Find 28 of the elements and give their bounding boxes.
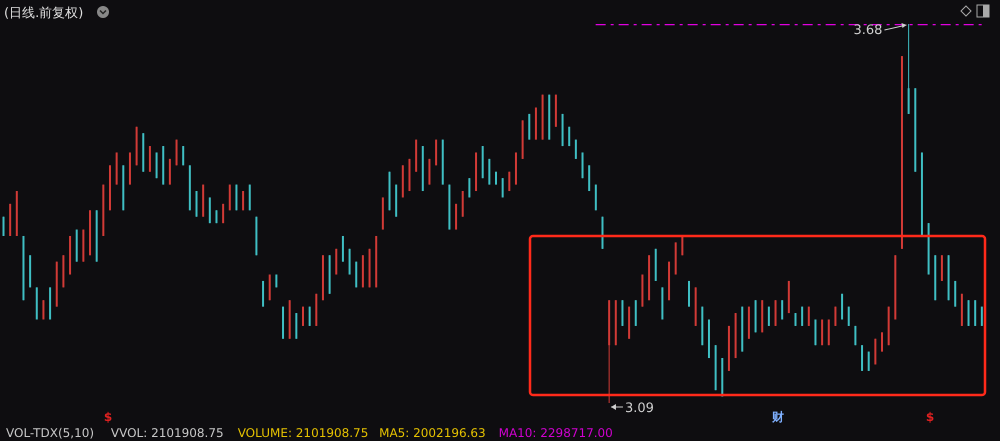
chart-title: (日线.前复权) bbox=[4, 6, 84, 21]
candlestick bbox=[801, 306, 804, 326]
candlestick bbox=[42, 300, 44, 320]
candlestick bbox=[468, 178, 470, 198]
text: $ bbox=[104, 410, 112, 424]
candlestick bbox=[308, 306, 311, 326]
candlestick bbox=[242, 190, 244, 211]
text: VVOL: 2101908.75 bbox=[110, 426, 224, 440]
candlestick bbox=[182, 146, 184, 166]
candlestick bbox=[502, 178, 504, 198]
annotation: 3.09 bbox=[624, 401, 654, 416]
candlestick bbox=[834, 306, 836, 326]
candlestick bbox=[574, 139, 577, 160]
candlestick bbox=[768, 306, 770, 326]
candlestick bbox=[868, 351, 870, 372]
candlestick bbox=[848, 306, 850, 326]
candlestick bbox=[980, 306, 983, 326]
text: 财 bbox=[771, 410, 784, 424]
text: $ bbox=[926, 410, 934, 424]
candlestick bbox=[508, 171, 510, 192]
text: VOL-TDX(5,10) bbox=[6, 426, 94, 440]
candlestick bbox=[808, 306, 810, 326]
text: MA5: 2002196.63 bbox=[379, 426, 486, 440]
text: MA10: 2298717.00 bbox=[498, 426, 613, 440]
annotation: 3.68 bbox=[854, 23, 882, 38]
candlestick bbox=[275, 274, 278, 288]
text: VOLUME: 2101908.75 bbox=[238, 426, 368, 440]
candlestick bbox=[781, 300, 784, 320]
